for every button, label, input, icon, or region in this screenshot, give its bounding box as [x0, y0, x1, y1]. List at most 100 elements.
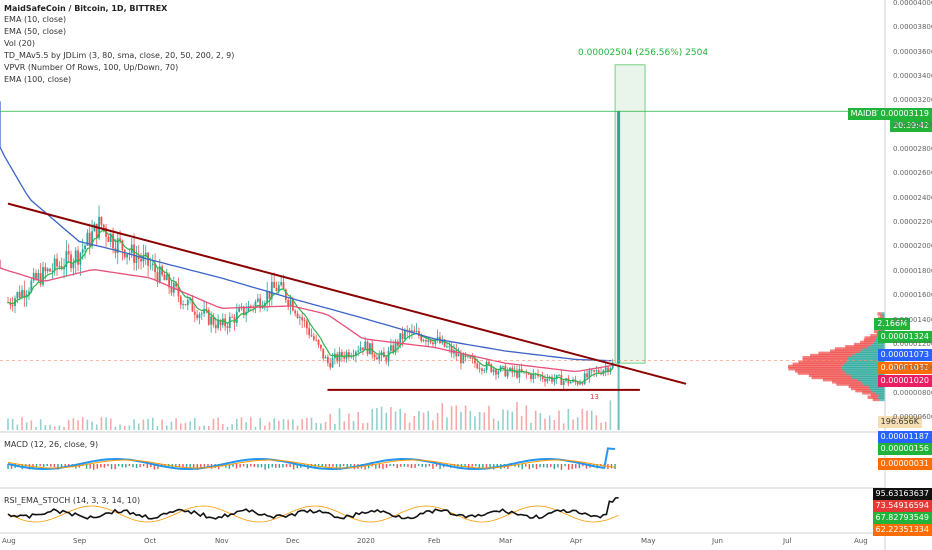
- macd-histogram-bar: [85, 464, 88, 469]
- candle-body: [212, 316, 215, 325]
- candle-body: [371, 343, 374, 355]
- vpvr-bar-up: [882, 314, 885, 318]
- volume-bar: [506, 410, 509, 430]
- volume-bar: [553, 420, 556, 430]
- volume-bar: [268, 421, 271, 430]
- candle-body: [231, 316, 234, 318]
- macd-histogram-bar: [296, 464, 298, 469]
- indicator-ema10[interactable]: EMA (10, close): [4, 15, 67, 24]
- volume-bar: [128, 425, 131, 430]
- vpvr-bar-up: [850, 373, 885, 378]
- vpvr-bar-up: [868, 384, 885, 389]
- indicator-vpvr[interactable]: VPVR (Number Of Rows, 100, Up/Down, 70): [4, 63, 179, 72]
- candle-body: [579, 382, 581, 385]
- vpvr-bar-up: [871, 342, 885, 347]
- vpvr-bar-up: [871, 388, 885, 393]
- macd-histogram-bar: [246, 464, 248, 469]
- candle-body: [527, 373, 530, 375]
- y-tick-label: 0.00003800: [893, 23, 932, 32]
- indicator-ema100[interactable]: EMA (100, close): [4, 75, 72, 84]
- candle-body: [502, 365, 504, 367]
- vpvr-bar-up: [874, 391, 885, 395]
- macd-histogram-bar: [482, 464, 484, 470]
- macd-histogram-bar: [539, 464, 541, 468]
- candle-body: [331, 358, 334, 368]
- candle-body: [238, 308, 241, 312]
- candle-body: [485, 361, 488, 371]
- candle-body: [16, 292, 19, 299]
- vpvr-bar-down: [834, 347, 863, 351]
- candle-body: [270, 281, 273, 299]
- macd-histogram-bar: [142, 464, 145, 467]
- volume-bar: [609, 400, 612, 430]
- candle-body: [277, 285, 280, 291]
- macd-histogram-bar: [64, 464, 66, 468]
- macd-histogram-bar: [228, 464, 231, 469]
- candle-body: [186, 299, 189, 306]
- vpvr-bar-down: [864, 336, 876, 340]
- candle-body: [210, 316, 213, 325]
- candle-body: [287, 299, 290, 306]
- rsi-line: [7, 496, 619, 520]
- candle-body: [39, 273, 42, 285]
- candle-body: [427, 339, 430, 342]
- macd-histogram-bar: [414, 464, 416, 468]
- candle-body: [112, 233, 114, 249]
- candle-body: [49, 268, 51, 272]
- macd-histogram-bar: [117, 464, 120, 467]
- candle-body: [530, 374, 532, 379]
- macd-blue-tag: 0.00001187: [877, 431, 932, 443]
- vpvr-bar-down: [855, 388, 872, 393]
- volume-bar: [408, 422, 411, 430]
- candle-body: [133, 244, 135, 263]
- volume-bar: [338, 408, 341, 430]
- candle-body: [401, 333, 404, 340]
- volume-bar: [161, 419, 163, 430]
- candle-body: [193, 311, 196, 315]
- x-tick-label: Oct: [144, 537, 157, 545]
- macd-line: [7, 447, 616, 471]
- macd-panel: [7, 447, 616, 471]
- volume-bar: [334, 423, 336, 430]
- y-tick-label: 0.00002800: [893, 145, 932, 154]
- macd-histogram-bar: [264, 464, 266, 470]
- macd-histogram-bar: [367, 464, 370, 469]
- td-count-label: 13: [590, 393, 599, 401]
- vpvr-bar-up: [847, 356, 885, 360]
- vpvr-bar-up: [851, 353, 885, 358]
- candle-body: [282, 282, 285, 290]
- rsi-green-tag: 67.82793549: [872, 512, 932, 524]
- volume-bar: [530, 422, 532, 430]
- macd-histogram-bar: [260, 464, 263, 468]
- indicator-tdma[interactable]: TD_MAv5.5 by JDLim (3, 80, sma, close, 2…: [4, 51, 235, 60]
- indicator-ema50[interactable]: EMA (50, close): [4, 27, 67, 36]
- volume-bar: [516, 402, 518, 430]
- volume-bar: [72, 418, 75, 430]
- macd-histogram-bar: [525, 464, 527, 467]
- vpvr-bar-down: [870, 393, 879, 397]
- candle-body: [420, 335, 423, 341]
- macd-histogram-bar: [585, 464, 588, 469]
- macd-histogram-bar: [317, 464, 320, 467]
- indicator-vol[interactable]: Vol (20): [4, 39, 35, 48]
- macd-label[interactable]: MACD (12, 26, close, 9): [4, 440, 99, 449]
- volume-bar: [273, 418, 275, 430]
- ema-100-line: [0, 101, 612, 362]
- x-tick-label: Aug: [854, 537, 868, 545]
- candle-body: [74, 250, 77, 263]
- macd-histogram-bar: [192, 464, 195, 468]
- candle-body: [532, 373, 535, 379]
- macd-histogram-bar: [403, 464, 406, 467]
- macd-histogram-bar: [375, 464, 377, 469]
- volume-bar: [604, 421, 607, 430]
- x-tick-label: Nov: [215, 537, 229, 545]
- y-tick-label: 0.00000600: [893, 412, 932, 421]
- vpvr-bar-down: [811, 375, 852, 380]
- candle-body: [58, 266, 61, 267]
- macd-signal-line: [7, 459, 616, 469]
- macd-histogram-bar: [178, 464, 181, 467]
- candle-body: [256, 298, 259, 302]
- candle-body: [72, 262, 75, 269]
- rsi-label[interactable]: RSI_EMA_STOCH (14, 3, 3, 14, 10): [4, 496, 141, 505]
